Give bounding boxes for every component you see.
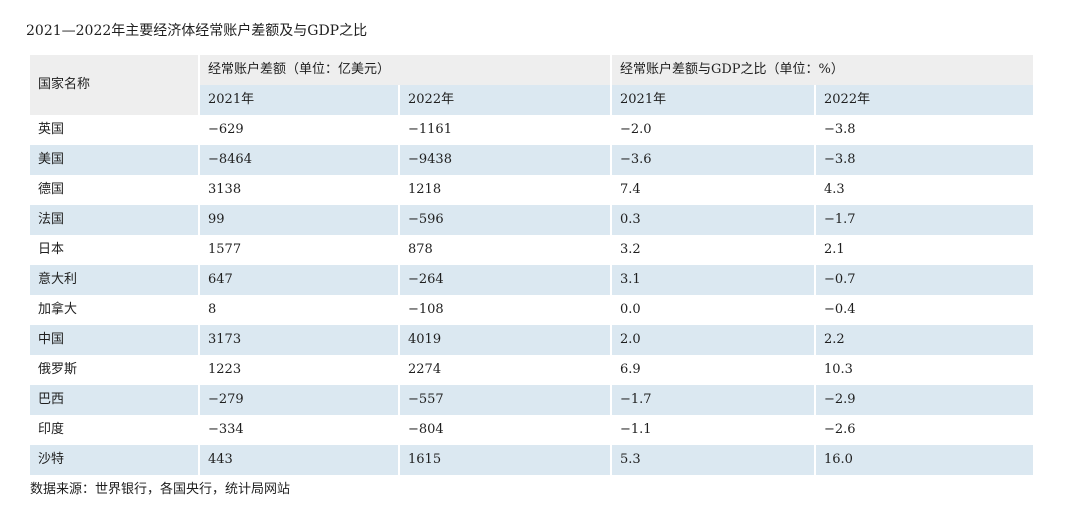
value-cell: 2.2: [815, 325, 1033, 355]
value-cell: −3.8: [815, 145, 1033, 175]
header-country-name: 国家名称: [30, 55, 200, 115]
table-row: 意大利 647 −264 3.1 −0.7: [30, 265, 1033, 295]
value-cell: 3.2: [611, 235, 816, 265]
value-cell: −108: [399, 295, 612, 325]
value-cell: −1.1: [611, 415, 816, 445]
value-cell: 10.3: [815, 355, 1033, 385]
value-cell: 1218: [399, 175, 612, 205]
value-cell: −9438: [399, 145, 612, 175]
value-cell: 0.3: [611, 205, 816, 235]
table-row: 俄罗斯 1223 2274 6.9 10.3: [30, 355, 1033, 385]
value-cell: 2.0: [611, 325, 816, 355]
value-cell: 1577: [199, 235, 400, 265]
value-cell: −557: [399, 385, 612, 415]
value-cell: 8: [199, 295, 400, 325]
value-cell: 1223: [199, 355, 400, 385]
value-cell: −8464: [199, 145, 400, 175]
source-note: 数据来源：世界银行，各国央行，统计局网站: [30, 482, 291, 497]
current-account-table: 国家名称 经常账户差额（单位：亿美元） 经常账户差额与GDP之比（单位：%） 2…: [30, 55, 1033, 475]
country-cell: 俄罗斯: [30, 355, 200, 385]
table-row: 法国 99 −596 0.3 −1.7: [30, 205, 1033, 235]
value-cell: 4019: [399, 325, 612, 355]
table-row: 沙特 443 1615 5.3 16.0: [30, 445, 1033, 475]
value-cell: 16.0: [815, 445, 1033, 475]
value-cell: 1615: [399, 445, 612, 475]
header-balance-to-gdp-ratio: 经常账户差额与GDP之比（单位：%）: [611, 55, 1033, 85]
value-cell: 4.3: [815, 175, 1033, 205]
value-cell: −264: [399, 265, 612, 295]
country-cell: 印度: [30, 415, 200, 445]
value-cell: −1161: [399, 115, 612, 145]
subheader-year: 2022年: [815, 85, 1033, 115]
value-cell: −279: [199, 385, 400, 415]
table-row: 日本 1577 878 3.2 2.1: [30, 235, 1033, 265]
country-cell: 沙特: [30, 445, 200, 475]
table-row: 印度 −334 −804 −1.1 −2.6: [30, 415, 1033, 445]
value-cell: −3.6: [611, 145, 816, 175]
country-cell: 美国: [30, 145, 200, 175]
value-cell: 647: [199, 265, 400, 295]
value-cell: −2.6: [815, 415, 1033, 445]
table-body: 英国 −629 −1161 −2.0 −3.8 美国 −8464 −9438 −3.6 −3.8 德…: [30, 115, 1033, 475]
subheader-year: 2021年: [611, 85, 816, 115]
country-cell: 法国: [30, 205, 200, 235]
value-cell: −1.7: [611, 385, 816, 415]
value-cell: 5.3: [611, 445, 816, 475]
value-cell: −0.7: [815, 265, 1033, 295]
subheader-year: 2021年: [199, 85, 400, 115]
value-cell: −3.8: [815, 115, 1033, 145]
value-cell: 878: [399, 235, 612, 265]
table-row: 英国 −629 −1161 −2.0 −3.8: [30, 115, 1033, 145]
value-cell: −2.9: [815, 385, 1033, 415]
value-cell: 3.1: [611, 265, 816, 295]
value-cell: −629: [199, 115, 400, 145]
value-cell: 0.0: [611, 295, 816, 325]
table-row: 美国 −8464 −9438 −3.6 −3.8: [30, 145, 1033, 175]
table-title: 2021—2022年主要经济体经常账户差额及与GDP之比: [26, 23, 368, 39]
value-cell: −0.4: [815, 295, 1033, 325]
value-cell: 443: [199, 445, 400, 475]
table-row: 德国 3138 1218 7.4 4.3: [30, 175, 1033, 205]
value-cell: −596: [399, 205, 612, 235]
value-cell: −2.0: [611, 115, 816, 145]
table-row: 加拿大 8 −108 0.0 −0.4: [30, 295, 1033, 325]
header-current-account-balance: 经常账户差额（单位：亿美元）: [199, 55, 612, 85]
country-cell: 日本: [30, 235, 200, 265]
value-cell: −1.7: [815, 205, 1033, 235]
country-cell: 加拿大: [30, 295, 200, 325]
value-cell: 3138: [199, 175, 400, 205]
country-cell: 巴西: [30, 385, 200, 415]
country-cell: 中国: [30, 325, 200, 355]
table-row: 中国 3173 4019 2.0 2.2: [30, 325, 1033, 355]
subheader-year: 2022年: [399, 85, 612, 115]
value-cell: 2274: [399, 355, 612, 385]
country-cell: 英国: [30, 115, 200, 145]
table-row: 巴西 −279 −557 −1.7 −2.9: [30, 385, 1033, 415]
value-cell: −804: [399, 415, 612, 445]
value-cell: 2.1: [815, 235, 1033, 265]
country-cell: 意大利: [30, 265, 200, 295]
value-cell: −334: [199, 415, 400, 445]
value-cell: 99: [199, 205, 400, 235]
value-cell: 6.9: [611, 355, 816, 385]
value-cell: 3173: [199, 325, 400, 355]
country-cell: 德国: [30, 175, 200, 205]
value-cell: 7.4: [611, 175, 816, 205]
